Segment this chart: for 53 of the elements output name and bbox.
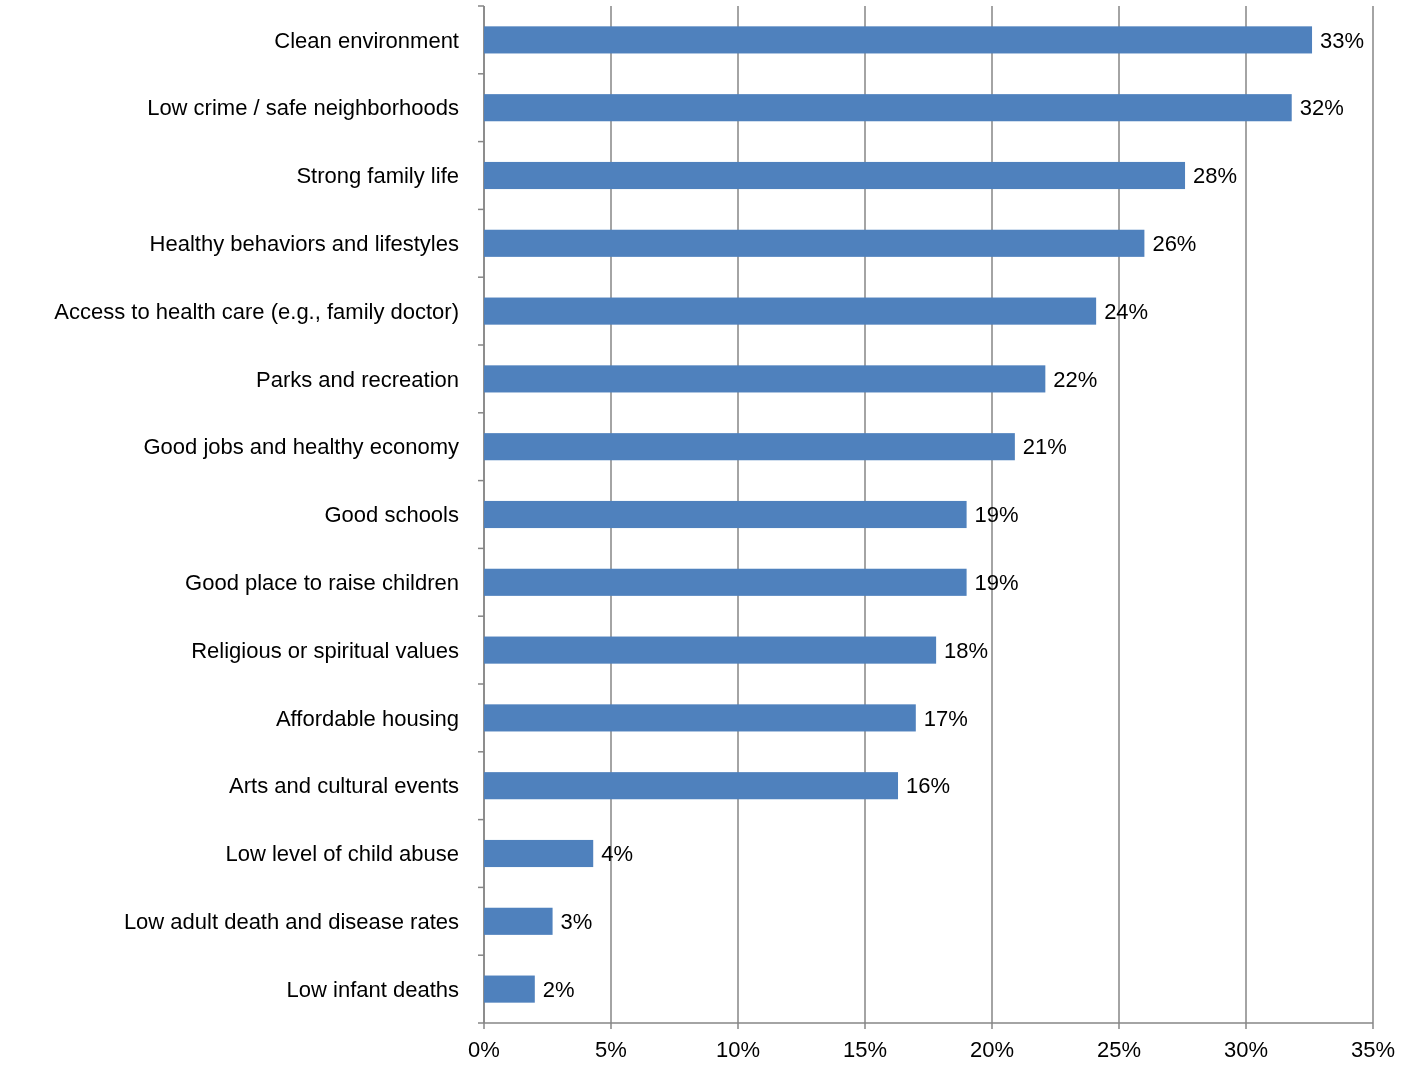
y-tick-label: Low adult death and disease rates: [123, 909, 459, 934]
bar: [484, 907, 553, 935]
x-tick-label: 15%: [842, 1037, 888, 1062]
data-label: 22%: [1053, 366, 1098, 392]
y-tick-label: Good schools: [324, 502, 459, 528]
data-label: 26%: [1152, 231, 1197, 256]
y-tick-label: Good place to raise children: [185, 570, 459, 595]
x-tick-label: 10%: [715, 1037, 761, 1062]
y-tick-label: Healthy behaviors and lifestyles: [149, 231, 459, 256]
x-tick-label: 30%: [1223, 1037, 1269, 1062]
bar: [484, 839, 594, 868]
data-label: 19%: [974, 570, 1019, 595]
bar: [484, 161, 1186, 190]
x-tick-label: 5%: [595, 1037, 627, 1062]
data-label: 16%: [906, 773, 951, 799]
y-tick-label: Low infant deaths: [286, 976, 459, 1002]
data-label: 28%: [1193, 163, 1238, 189]
bar: [484, 297, 1097, 325]
bar: [484, 975, 535, 1003]
bar: [484, 704, 916, 732]
bar: [484, 500, 967, 529]
bar: [484, 26, 1313, 54]
y-tick-label: Strong family life: [296, 163, 459, 189]
y-tick-label: Low crime / safe neighborhoods: [147, 95, 459, 121]
x-tick-label: 20%: [969, 1037, 1015, 1062]
x-tick-label: 25%: [1096, 1037, 1142, 1062]
y-tick-label: Good jobs and healthy economy: [143, 434, 459, 460]
data-label: 3%: [560, 909, 593, 934]
y-tick-label: Low level of child abuse: [225, 841, 459, 867]
x-tick-label: 35%: [1350, 1037, 1396, 1062]
data-label: 21%: [1022, 434, 1067, 460]
data-label: 2%: [542, 976, 575, 1002]
data-label: 19%: [974, 502, 1019, 528]
y-tick-label: Affordable housing: [275, 705, 459, 731]
bar: [484, 433, 1015, 461]
bar: [484, 229, 1145, 257]
data-label: 24%: [1104, 298, 1149, 324]
x-tick-label: 0%: [468, 1037, 500, 1062]
bar: [484, 94, 1292, 122]
y-tick-label: Religious or spiritual values: [191, 637, 459, 663]
data-label: 32%: [1299, 95, 1344, 121]
bar: [484, 365, 1046, 393]
y-tick-label: Parks and recreation: [256, 366, 459, 392]
bar: [484, 568, 967, 596]
data-label: 4%: [601, 841, 634, 867]
data-label: 33%: [1320, 27, 1365, 53]
y-tick-label: Arts and cultural events: [229, 773, 459, 799]
data-label: 18%: [944, 637, 989, 663]
bar: [484, 636, 937, 664]
y-tick-label: Access to health care (e.g., family doctor): [54, 298, 459, 324]
data-label: 17%: [923, 705, 968, 731]
bar: [484, 772, 899, 800]
y-tick-label: Clean environment: [274, 27, 459, 53]
